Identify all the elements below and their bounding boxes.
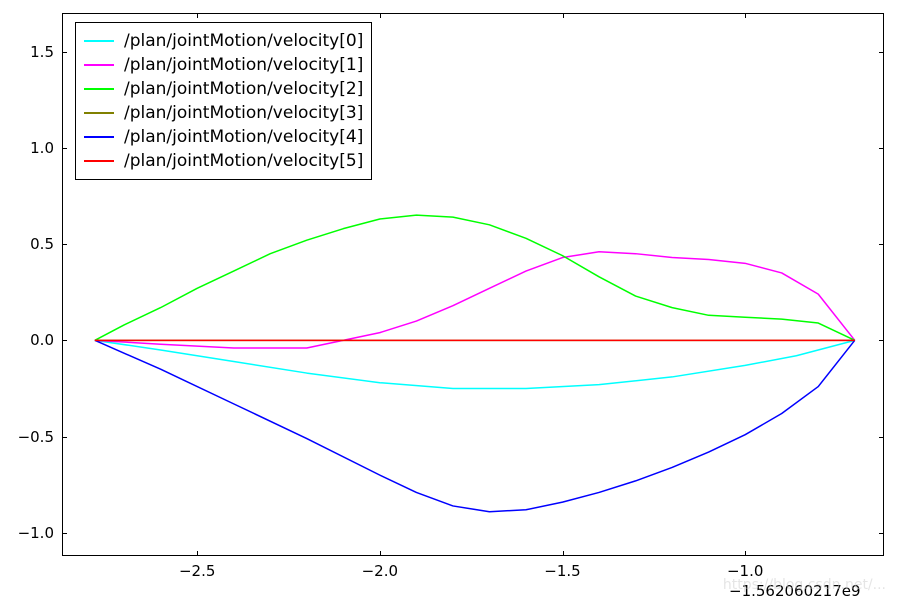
y-tick: [879, 533, 884, 534]
x-tick: [197, 551, 198, 556]
legend-label: /plan/jointMotion/velocity[4]: [124, 127, 363, 147]
y-tick-label: 1.0: [30, 139, 54, 157]
legend-row: /plan/jointMotion/velocity[0]: [84, 29, 363, 53]
y-tick-label: −1.0: [18, 524, 54, 542]
legend-row: /plan/jointMotion/velocity[1]: [84, 53, 363, 77]
y-tick: [62, 533, 67, 534]
legend-label: /plan/jointMotion/velocity[3]: [124, 103, 363, 123]
y-tick: [879, 437, 884, 438]
series-line-2: [95, 215, 855, 340]
x-tick-label: −2.5: [177, 562, 217, 580]
legend-label: /plan/jointMotion/velocity[0]: [124, 31, 363, 51]
y-tick: [62, 52, 67, 53]
y-tick-label: 0.0: [30, 331, 54, 349]
x-tick-label: −2.0: [360, 562, 400, 580]
x-tick: [563, 13, 564, 18]
legend-row: /plan/jointMotion/velocity[2]: [84, 77, 363, 101]
y-tick: [62, 437, 67, 438]
series-line-1: [95, 252, 855, 348]
legend-row: /plan/jointMotion/velocity[4]: [84, 125, 363, 149]
legend-line-sample: [84, 88, 114, 90]
y-tick: [879, 340, 884, 341]
legend: /plan/jointMotion/velocity[0] /plan/joint…: [75, 22, 372, 180]
legend-label: /plan/jointMotion/velocity[2]: [124, 79, 363, 99]
x-tick: [563, 551, 564, 556]
x-tick: [745, 13, 746, 18]
legend-line-sample: [84, 160, 114, 162]
legend-label: /plan/jointMotion/velocity[5]: [124, 151, 363, 171]
legend-row: /plan/jointMotion/velocity[5]: [84, 149, 363, 173]
legend-line-sample: [84, 136, 114, 138]
series-line-0: [95, 340, 855, 388]
x-tick-label: −1.5: [543, 562, 583, 580]
legend-line-sample: [84, 64, 114, 66]
x-tick: [197, 13, 198, 18]
x-tick: [380, 551, 381, 556]
legend-line-sample: [84, 40, 114, 42]
y-tick: [879, 244, 884, 245]
y-tick-label: 0.5: [30, 235, 54, 253]
y-tick: [879, 52, 884, 53]
x-tick: [745, 551, 746, 556]
y-tick: [62, 340, 67, 341]
legend-line-sample: [84, 112, 114, 114]
y-tick-label: 1.5: [30, 43, 54, 61]
legend-label: /plan/jointMotion/velocity[1]: [124, 55, 363, 75]
x-tick-label: −1.0: [725, 562, 765, 580]
y-tick: [62, 244, 67, 245]
legend-row: /plan/jointMotion/velocity[3]: [84, 101, 363, 125]
y-tick: [879, 148, 884, 149]
y-tick-label: −0.5: [18, 428, 54, 446]
y-tick: [62, 148, 67, 149]
x-tick: [380, 13, 381, 18]
